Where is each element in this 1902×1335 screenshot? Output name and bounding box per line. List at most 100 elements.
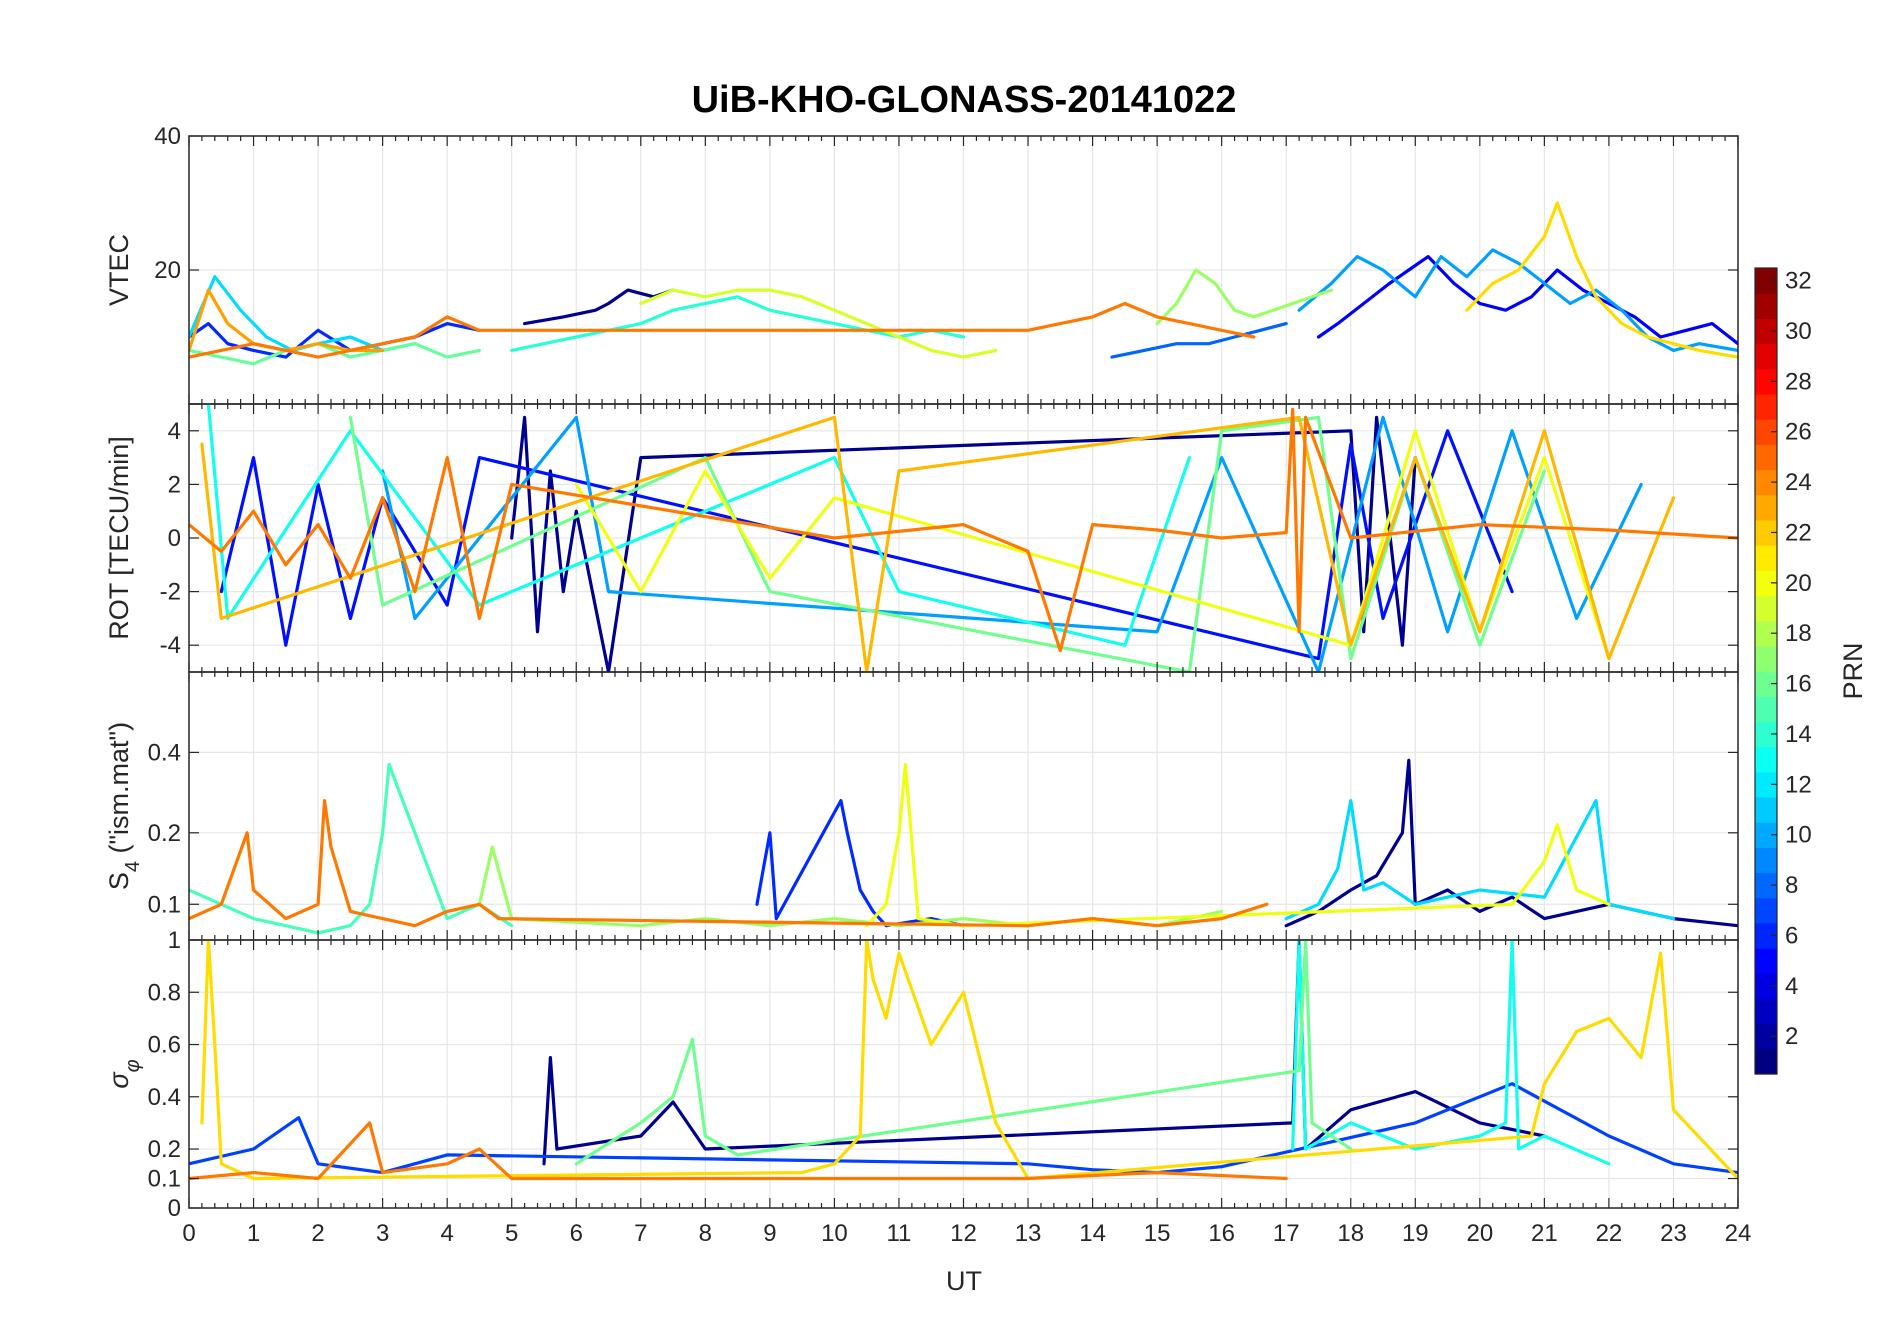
colorbar-swatch (1755, 897, 1777, 924)
series-line-prn-20 (574, 429, 1611, 661)
panel-sigma_phi-series (189, 940, 1738, 1181)
series-line-prn-21 (200, 940, 1738, 1181)
series-line-prn-3 (1316, 255, 1738, 346)
x-tick-label: 4 (440, 1220, 453, 1247)
series-line-prn-12 (1291, 940, 1611, 1166)
colorbar-swatch (1755, 822, 1777, 848)
colorbar-swatch (1755, 444, 1777, 471)
colorbar-swatch (1755, 922, 1777, 949)
colorbar-swatch (1755, 318, 1777, 345)
x-tick-label: 24 (1725, 1220, 1752, 1247)
panel-rot-series (189, 404, 1738, 672)
colorbar-swatch (1755, 343, 1777, 370)
x-tick-label: 17 (1273, 1220, 1300, 1247)
colorbar-swatch (1755, 494, 1777, 521)
x-tick-label: 9 (763, 1220, 776, 1247)
colorbar-swatch (1755, 645, 1777, 672)
colorbar-tick-label: 4 (1785, 973, 1798, 1000)
x-tick-label: 8 (699, 1220, 712, 1247)
colorbar-tick-label: 28 (1785, 368, 1812, 395)
colorbar-tick-label: 12 (1785, 771, 1812, 798)
x-tick-label: 10 (821, 1220, 848, 1247)
panel-s4: 0.1 0.2 0.4S4 ("ism.mat") (104, 671, 1739, 941)
colorbar-tick-label: 18 (1785, 620, 1812, 647)
colorbar-tick-label: 30 (1785, 318, 1812, 345)
x-tick-label: 15 (1144, 1220, 1171, 1247)
colorbar-swatch (1755, 1023, 1777, 1050)
panel-rot: -4 -2 0 2 4 ROT [TECU/min] (104, 403, 1739, 673)
y-axis-label-rot: ROT [TECU/min] (104, 436, 134, 640)
x-tick-label: 1 (247, 1220, 260, 1247)
x-tick-label: 14 (1079, 1220, 1106, 1247)
colorbar-tick-label: 8 (1785, 872, 1798, 899)
y-tick-label: 0.1 (148, 1166, 181, 1193)
colorbar-tick-label: 24 (1785, 469, 1812, 496)
colorbar-swatch (1755, 519, 1777, 546)
colorbar-swatch (1755, 847, 1777, 874)
series-line-prn-24 (189, 798, 1269, 928)
y-tick-label: 20 (154, 257, 181, 284)
colorbar-swatch (1755, 545, 1777, 571)
x-tick-label: 19 (1402, 1220, 1429, 1247)
y-tick-label: 0.8 (148, 979, 181, 1006)
colorbar-swatch (1755, 721, 1777, 748)
y-tick-label: 0.2 (148, 820, 181, 847)
y-tick-label: 2 (168, 471, 181, 498)
series-line-prn-16 (574, 940, 1353, 1166)
series-line-prn-22 (200, 415, 1676, 672)
series-line-prn-1 (1284, 758, 1738, 928)
y-tick-label: 40 (154, 123, 181, 150)
y-axis-label-s4: S4 ("ism.mat") (104, 722, 144, 890)
colorbar-swatch (1755, 469, 1777, 496)
x-tick-label: 23 (1660, 1220, 1687, 1247)
panel-rot-ticks: -4 -2 0 2 4 (160, 404, 1739, 672)
colorbar-swatch (1755, 671, 1777, 697)
colorbar-swatch (1755, 393, 1777, 420)
colorbar-swatch (1755, 620, 1777, 647)
colorbar-frame (1754, 267, 1778, 1075)
y-tick-label: 0.2 (148, 1136, 181, 1163)
colorbar-swatch (1755, 293, 1777, 319)
series-line-prn-9 (381, 415, 1643, 672)
colorbar-swatch (1755, 872, 1777, 899)
y-tick-label: 0.6 (148, 1032, 181, 1059)
colorbar-swatch (1755, 368, 1777, 395)
colorbar-swatch (1755, 1048, 1777, 1075)
series-line-prn-24 (189, 301, 1256, 359)
y-axis-label-sigma_phi: σφ (104, 1059, 144, 1088)
x-tick-label: 7 (634, 1220, 647, 1247)
colorbar-swatch (1755, 796, 1777, 823)
y-tick-label: 0.4 (148, 1084, 181, 1111)
y-tick-label: 0.4 (148, 739, 181, 766)
x-tick-label: 6 (570, 1220, 583, 1247)
y-axis-label-vtec: VTEC (104, 234, 134, 306)
y-tick-label: 0 (168, 1195, 181, 1222)
series-line-prn-21 (1465, 201, 1738, 359)
colorbar-swatch (1755, 973, 1777, 1000)
colorbar-tick-label: 16 (1785, 671, 1812, 698)
colorbar-swatch (1755, 746, 1777, 773)
x-tick-label: 5 (505, 1220, 518, 1247)
colorbar-tick-label: 2 (1785, 1023, 1798, 1050)
colorbar-tick-label: 22 (1785, 519, 1812, 546)
series-line-prn-17 (1155, 268, 1334, 326)
series-line-prn-15 (189, 342, 481, 366)
x-tick-label: 12 (950, 1220, 977, 1247)
series-line-prn-4 (219, 429, 1514, 661)
x-tick-label: 21 (1531, 1220, 1558, 1247)
x-tick-label: 20 (1466, 1220, 1493, 1247)
x-axis-label: UT (946, 1266, 982, 1296)
series-line-prn-6 (189, 1082, 1738, 1175)
colorbar-tick-label: 20 (1785, 570, 1812, 597)
series-line-prn-9 (1297, 248, 1738, 352)
panel-s4-ticks: 0.1 0.2 0.4 (148, 672, 1739, 940)
y-tick-label: 1 (168, 927, 181, 954)
x-tick-label: 16 (1208, 1220, 1235, 1247)
panel-sigma_phi-ticks: 00.1 0.2 0.4 0.6 0.8 1 (148, 927, 1739, 1222)
x-tick-label: 11 (886, 1220, 911, 1247)
